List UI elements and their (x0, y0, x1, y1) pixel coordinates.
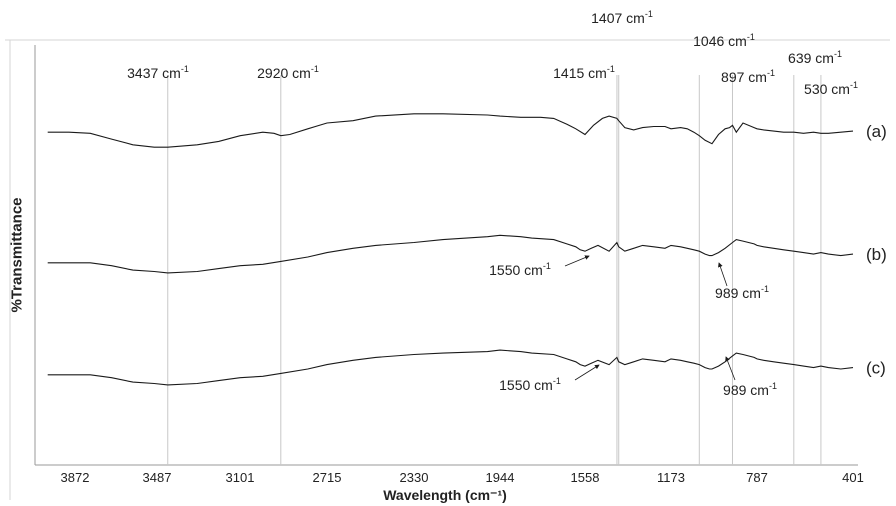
peak-label: 1415 cm-1 (553, 64, 615, 81)
annotation-arrow (574, 364, 600, 381)
x-tick-label: 1944 (486, 470, 515, 485)
peak-label: 897 cm-1 (721, 68, 775, 85)
x-tick-label: 2715 (313, 470, 342, 485)
peak-label: 1407 cm-1 (591, 9, 653, 26)
series-line (47, 113, 854, 148)
y-axis-label: %Transmittance (8, 197, 26, 313)
annotation-arrow (718, 262, 728, 287)
x-tick-label: 3101 (226, 470, 255, 485)
x-tick-label: 3872 (61, 470, 90, 485)
y-axis-label-box: %Transmittance (7, 180, 27, 330)
annotation-label: 989 cm-1 (715, 284, 769, 301)
peak-label: 639 cm-1 (788, 49, 842, 66)
annotation-label: 1550 cm-1 (489, 261, 551, 278)
annotation-label: 989 cm-1 (723, 381, 777, 398)
series-label: (c) (866, 359, 886, 378)
series-line (47, 234, 854, 274)
x-tick-label: 787 (746, 470, 768, 485)
peak-label: 2920 cm-1 (257, 64, 319, 81)
peak-label: 3437 cm-1 (127, 64, 189, 81)
annotation-arrow (725, 356, 736, 381)
series-label: (a) (866, 122, 887, 141)
x-tick-label: 1558 (571, 470, 600, 485)
x-tick-label: 2330 (400, 470, 429, 485)
series-line (47, 349, 854, 386)
x-axis-label: Wavelength (cm⁻¹) (383, 487, 507, 503)
annotation-label: 1550 cm-1 (499, 376, 561, 393)
peak-label: 530 cm-1 (804, 80, 858, 97)
annotation-arrow (564, 255, 590, 267)
peak-label: 1046 cm-1 (693, 32, 755, 49)
series-label: (b) (866, 245, 887, 264)
x-tick-label: 401 (842, 470, 864, 485)
x-tick-label: 3487 (143, 470, 172, 485)
x-tick-label: 1173 (657, 470, 685, 485)
